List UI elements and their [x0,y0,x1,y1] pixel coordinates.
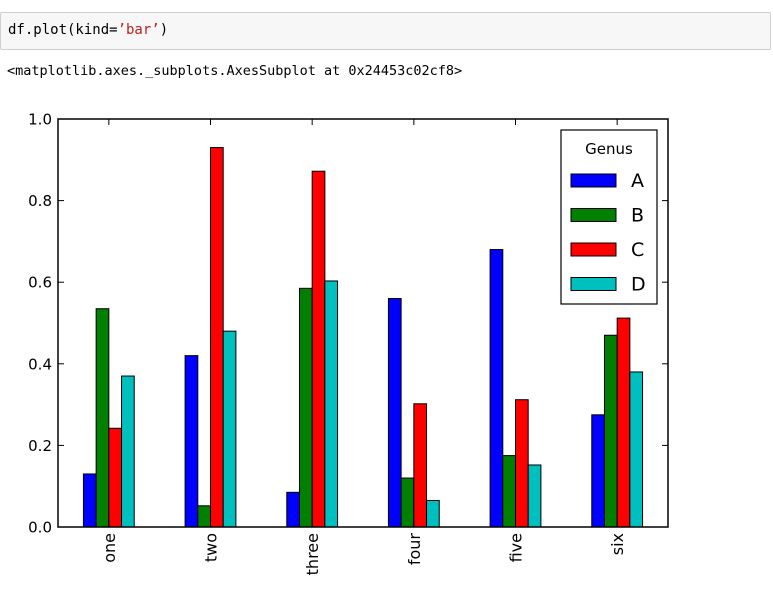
bar-two-A [184,355,199,528]
code-prefix: df.plot(kind= [8,22,118,38]
bar-one-D [121,375,135,528]
legend-label-B: B [631,205,644,227]
legend-label-D: D [631,274,646,296]
legend-swatch-C [570,242,617,257]
x-tick-label-four: four [405,533,424,566]
x-tick-label-two: two [202,533,221,562]
axes-frame [57,118,669,528]
y-tick-label: 0.6 [28,274,52,292]
bar-one-B [95,308,110,528]
bar-three-A [286,491,300,528]
bar-two-C [210,147,224,528]
x-axis: one two three four five six [100,119,627,575]
code-line[interactable]: df.plot(kind=’bar’) [8,22,168,38]
bar-six-C [616,317,631,528]
bar-three-B [298,287,313,528]
x-tick-label-one: one [100,533,119,563]
bar-one-A [82,473,97,528]
bar-one-C [108,427,123,528]
bar-six-B [603,334,618,528]
bar-four-B [400,477,415,528]
bar-two-B [197,505,212,528]
legend-label-A: A [631,170,644,192]
legend-label-C: C [631,239,644,261]
bars-group [82,147,644,528]
y-tick-label: 0.0 [28,519,52,537]
bar-five-C [515,399,529,528]
y-tick-label: 0.8 [28,192,52,210]
bar-two-D [222,330,237,528]
legend-swatch-A [570,173,617,188]
x-tick-label-six: six [608,533,627,555]
bar-three-C [311,170,326,528]
bar-four-A [387,298,402,528]
code-string-literal: ’bar’ [117,22,160,38]
bar-three-D [324,280,339,528]
y-axis: 0.0 0.2 0.4 0.6 0.8 1.0 [28,111,668,537]
y-tick-label: 0.2 [28,437,52,455]
legend-swatch-D [570,277,617,291]
output-repr: <matplotlib.axes._subplots.AxesSubplot a… [7,63,463,79]
bar-six-A [591,414,605,528]
legend-title: Genus [585,140,633,158]
x-tick-label-three: three [303,533,322,575]
bar-six-D [629,371,644,528]
y-tick-label: 0.4 [28,355,52,373]
bar-four-D [426,499,440,528]
bar-five-B [502,455,516,528]
x-tick-label-five: five [507,533,526,562]
bar-four-C [413,403,428,528]
bar-five-A [489,249,504,528]
bar-five-D [527,464,542,528]
legend-swatch-B [570,208,617,222]
code-cell-input[interactable]: df.plot(kind=’bar’) [0,12,771,50]
y-tick-label: 1.0 [28,111,52,129]
code-suffix: ) [159,22,169,38]
